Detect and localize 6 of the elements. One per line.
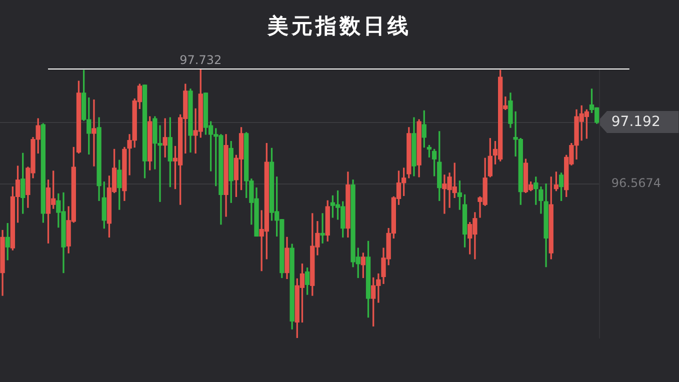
- y-tick-label: 97.192: [611, 114, 660, 130]
- candlestick: [320, 213, 325, 244]
- y-tick-label: 96.5674: [611, 176, 661, 190]
- ref-line-label: 97.732: [180, 53, 222, 68]
- chart-title: 美元指数日线: [266, 12, 412, 40]
- candlestick: [92, 100, 96, 166]
